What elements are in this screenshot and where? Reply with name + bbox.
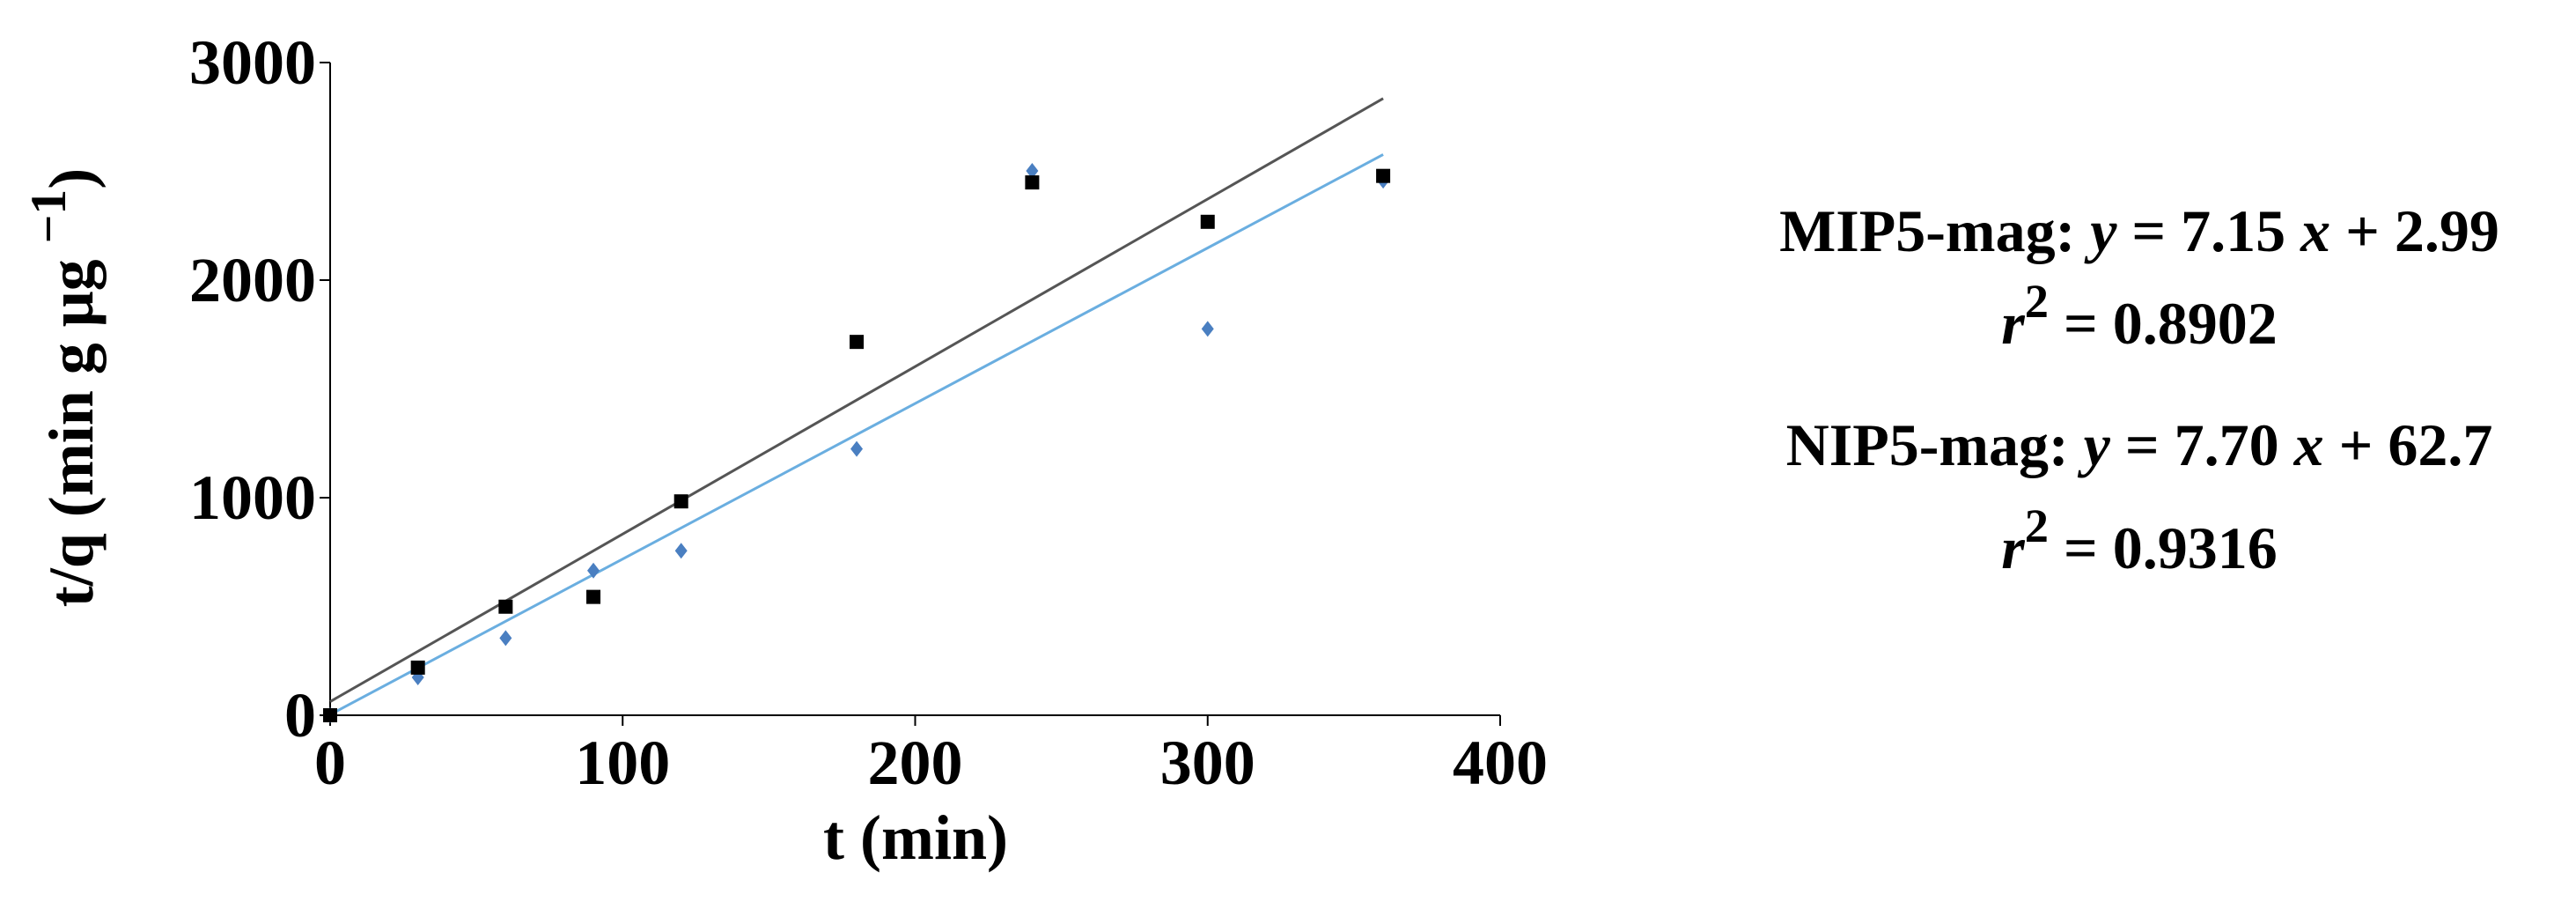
text-run: r: [2001, 290, 2025, 357]
square-point: [586, 589, 601, 604]
fit-line: [329, 97, 1384, 703]
text-run: x: [2293, 411, 2324, 478]
text-run: y: [2078, 411, 2111, 478]
text-run: = 7.15: [2116, 197, 2300, 264]
square-point: [673, 494, 688, 509]
text-run: x: [2300, 197, 2330, 264]
text-run: + 62.7: [2324, 411, 2493, 478]
diamond-point: [499, 630, 512, 647]
text-run: r: [2001, 514, 2025, 581]
annotation: r2 = 0.9316: [2001, 499, 2277, 581]
text-run: = 7.70: [2110, 411, 2294, 478]
superscript: 2: [2025, 275, 2049, 328]
diamond-point: [1201, 321, 1214, 337]
y-tick-label: 1000: [189, 462, 316, 533]
text-run: NIP5-mag:: [1786, 411, 2084, 478]
text-run: = 0.9316: [2049, 514, 2278, 581]
fit-line: [329, 153, 1384, 716]
square-point: [1376, 168, 1391, 183]
y-tick-label: 0: [284, 680, 316, 750]
text-run: + 2.99: [2330, 197, 2499, 264]
square-point: [1200, 214, 1215, 229]
x-axis-label: t (min): [823, 802, 1008, 873]
y-tick-label: 3000: [189, 27, 316, 98]
square-point: [850, 335, 865, 350]
diamond-point: [674, 543, 688, 559]
y-tick-label: 2000: [189, 245, 316, 315]
square-point: [323, 708, 337, 722]
text-run: t/q (min g μg: [36, 243, 107, 607]
annotation: r2 = 0.8902: [2001, 275, 2277, 357]
annotation: MIP5-mag: y = 7.15 x + 2.99: [1779, 197, 2499, 264]
superscript: −1: [21, 189, 77, 244]
x-tick-label: 300: [1160, 728, 1255, 798]
text-run: y: [2084, 197, 2117, 264]
text-run: = 0.8902: [2049, 290, 2278, 357]
annotation: NIP5-mag: y = 7.70 x + 62.7: [1786, 411, 2493, 478]
square-point: [1025, 175, 1040, 190]
square-point: [498, 599, 513, 614]
diamond-point: [1026, 163, 1039, 180]
superscript: 2: [2025, 499, 2049, 552]
y-axis-label: t/q (min g μg −1): [21, 168, 107, 607]
x-tick-label: 200: [868, 728, 963, 798]
diamond-point: [587, 562, 600, 579]
x-tick-label: 400: [1453, 728, 1548, 798]
x-tick-label: 0: [314, 728, 346, 798]
diamond-point: [850, 440, 864, 457]
text-run: MIP5-mag:: [1779, 197, 2090, 264]
square-point: [410, 660, 425, 675]
x-tick-label: 100: [575, 728, 670, 798]
text-run: ): [36, 168, 107, 189]
